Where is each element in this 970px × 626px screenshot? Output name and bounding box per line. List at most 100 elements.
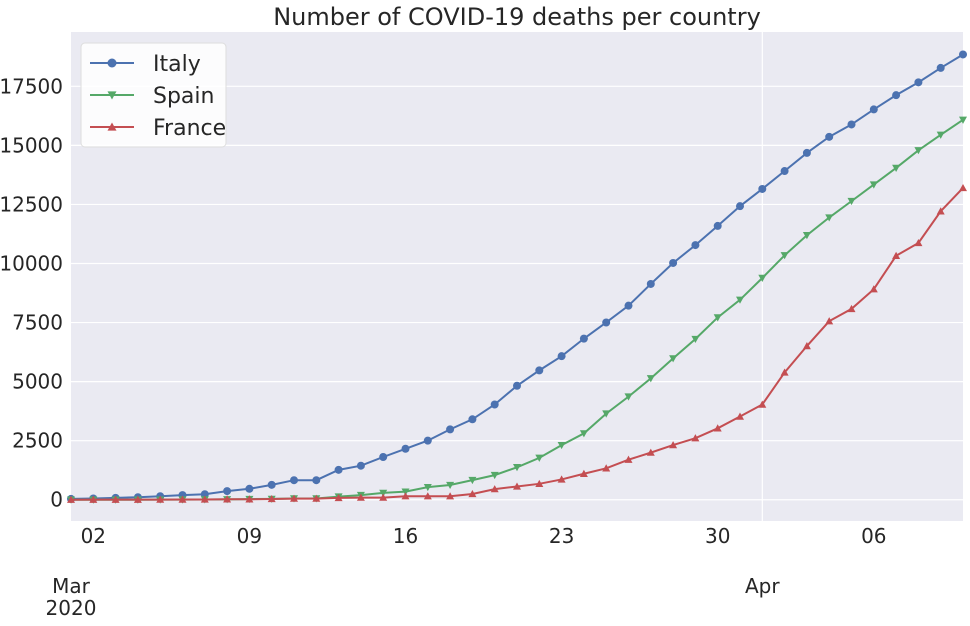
data-point xyxy=(334,465,343,474)
data-point xyxy=(557,352,566,361)
x-tick-label: 06 xyxy=(861,524,886,548)
chart-title: Number of COVID-19 deaths per country xyxy=(273,3,761,31)
data-point xyxy=(713,221,722,230)
data-point xyxy=(178,495,187,503)
data-point xyxy=(914,78,923,87)
y-tick-label: 7500 xyxy=(12,311,63,335)
data-point xyxy=(401,444,410,453)
data-point xyxy=(290,494,298,502)
data-point xyxy=(936,131,945,139)
data-point xyxy=(624,301,633,310)
data-point xyxy=(446,481,455,490)
data-point xyxy=(736,296,744,304)
y-tick-label: 17500 xyxy=(0,74,63,98)
data-point xyxy=(200,490,209,499)
x-tick-label: 23 xyxy=(549,524,574,548)
data-point xyxy=(89,495,98,503)
data-point xyxy=(156,495,165,503)
data-point xyxy=(691,241,700,250)
legend: Italy Spain France xyxy=(80,42,227,148)
data-point xyxy=(847,304,856,313)
data-point xyxy=(758,400,767,408)
data-point xyxy=(736,412,744,420)
data-point xyxy=(669,258,678,267)
data-point xyxy=(758,184,767,193)
legend-label: France xyxy=(153,116,226,141)
data-point xyxy=(602,410,611,418)
data-point xyxy=(379,493,388,501)
data-point xyxy=(223,487,232,496)
data-point xyxy=(535,366,544,375)
data-point xyxy=(936,207,945,215)
y-tick-label: 0 xyxy=(50,488,63,512)
data-point xyxy=(200,495,209,503)
data-point xyxy=(468,415,477,424)
data-point xyxy=(356,461,365,470)
data-point xyxy=(959,50,967,59)
data-point xyxy=(736,202,744,211)
data-point xyxy=(713,424,722,432)
data-point xyxy=(624,393,633,401)
data-point xyxy=(468,476,477,485)
data-point xyxy=(802,148,811,157)
data-point xyxy=(312,494,321,502)
data-point xyxy=(691,335,700,344)
data-point xyxy=(669,355,678,363)
series-lines xyxy=(67,50,967,504)
legend-label: Spain xyxy=(153,84,214,109)
data-point xyxy=(133,495,142,503)
month-label: Mar xyxy=(52,574,91,598)
data-point xyxy=(490,485,499,493)
x-tick-label: 09 xyxy=(237,524,262,548)
data-point xyxy=(646,375,655,383)
month-label: Apr xyxy=(745,574,780,598)
data-point xyxy=(780,368,789,376)
y-tick-label: 10000 xyxy=(0,252,63,276)
data-point xyxy=(490,471,499,480)
legend-label: Italy xyxy=(153,52,201,77)
data-point xyxy=(914,147,923,155)
data-point xyxy=(535,454,544,462)
legend-marker xyxy=(107,58,117,68)
y-tick-label: 15000 xyxy=(0,133,63,157)
data-point xyxy=(312,476,321,485)
data-point xyxy=(111,495,120,503)
data-point xyxy=(780,167,789,176)
data-point xyxy=(691,434,700,442)
data-point xyxy=(914,238,923,247)
data-point xyxy=(535,479,544,488)
data-point xyxy=(669,441,678,449)
data-point xyxy=(758,274,767,282)
data-point xyxy=(513,464,521,472)
data-point xyxy=(624,455,633,463)
data-point xyxy=(825,214,834,222)
data-point xyxy=(513,482,521,490)
data-point xyxy=(802,342,811,350)
data-point xyxy=(602,464,611,472)
data-point xyxy=(245,495,254,503)
legend-box xyxy=(80,42,227,148)
data-point xyxy=(446,425,455,434)
data-point xyxy=(446,492,455,500)
data-point xyxy=(869,105,878,114)
data-point xyxy=(825,132,834,141)
data-point xyxy=(423,436,432,445)
data-point xyxy=(579,334,588,343)
data-point xyxy=(579,430,588,438)
y-tick-label: 5000 xyxy=(12,370,63,394)
data-point xyxy=(334,493,343,502)
series-france xyxy=(67,183,967,503)
data-point xyxy=(223,495,232,503)
x-tick-label: 02 xyxy=(81,524,106,548)
data-point xyxy=(646,448,655,456)
data-point xyxy=(490,400,499,409)
data-point xyxy=(356,493,365,501)
data-point xyxy=(401,488,410,496)
data-point xyxy=(936,63,945,72)
legend-marker xyxy=(107,122,117,131)
data-point xyxy=(825,317,834,325)
data-point xyxy=(267,494,276,503)
data-point xyxy=(959,183,967,192)
